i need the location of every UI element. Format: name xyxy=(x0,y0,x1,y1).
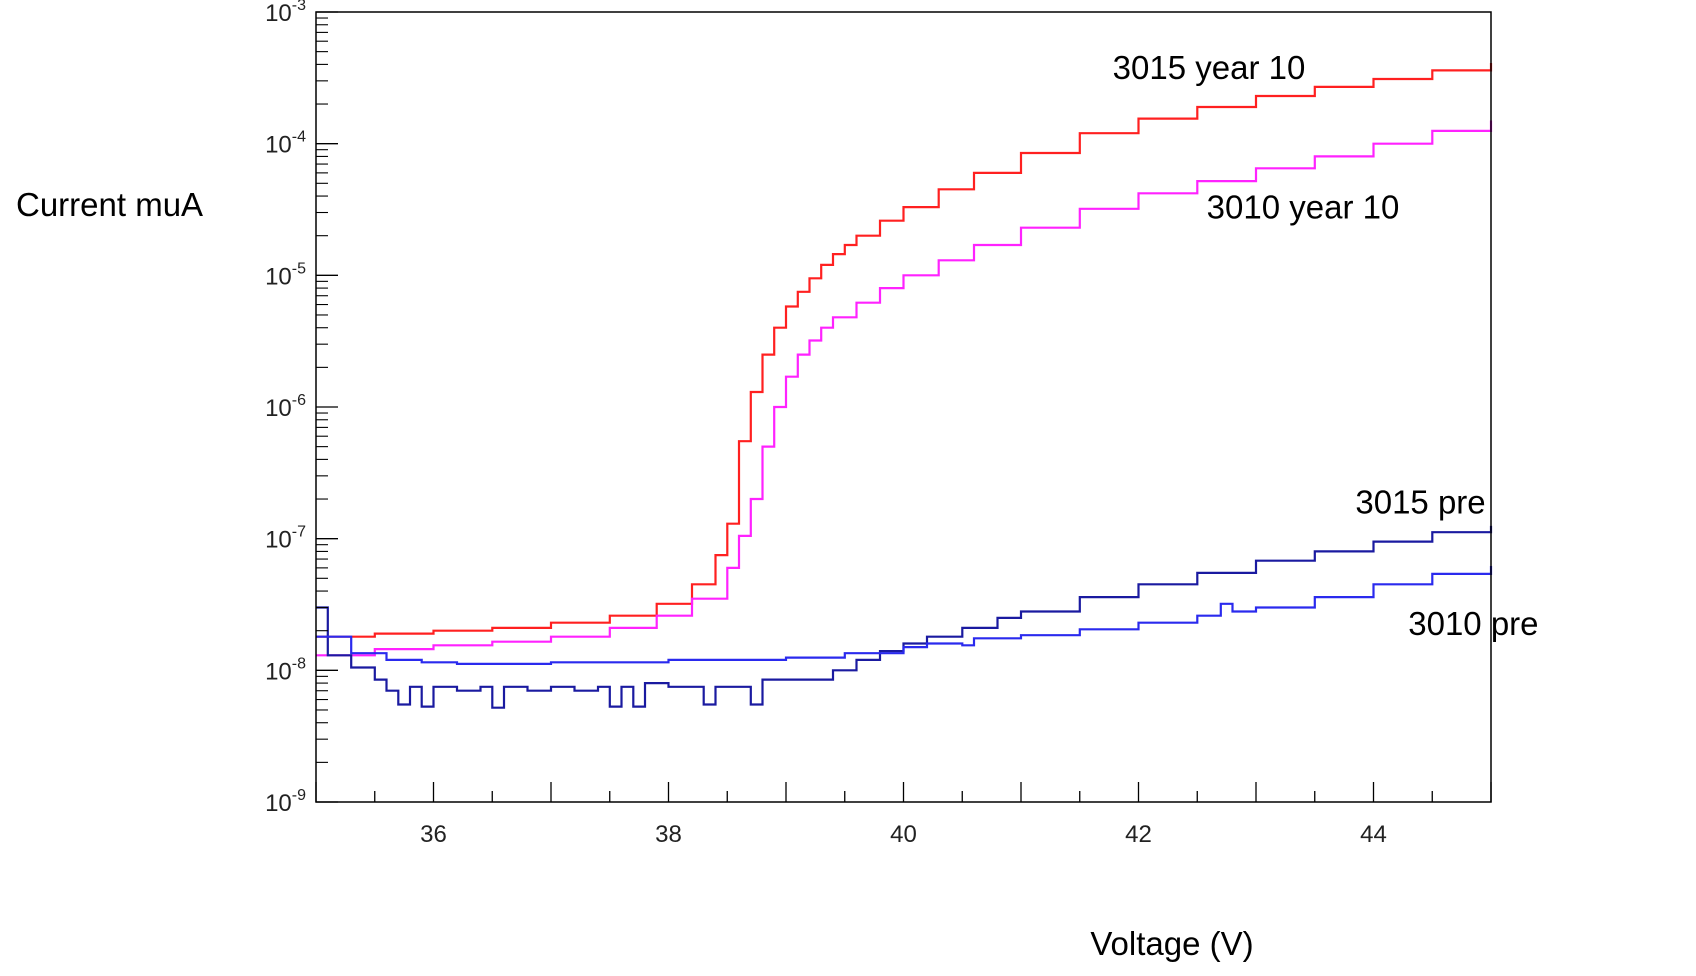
series-label: 3015 year 10 xyxy=(1113,49,1306,86)
series-line-2 xyxy=(316,526,1491,708)
y-tick-label: 10-5 xyxy=(265,260,306,290)
plot-frame xyxy=(316,12,1491,802)
y-tick-label: 10-3 xyxy=(265,0,306,27)
x-axis-label: Voltage (V) xyxy=(1090,925,1253,962)
series-label: 3010 pre xyxy=(1408,605,1538,642)
x-tick-label: 36 xyxy=(420,821,447,848)
axis-layer: 36 38 40 42 44 10-9 10-8 10-7 10-6 10-5 10-4 10-3 xyxy=(265,0,1491,848)
y-tick-label: 10-7 xyxy=(265,524,306,554)
y-tick-label: 10-9 xyxy=(265,787,306,817)
label-layer: 3015 year 10 3010 year 10 3015 pre 3010 pre xyxy=(1113,49,1539,642)
series-label: 3010 year 10 xyxy=(1207,189,1400,226)
y-axis-label: Current muA xyxy=(16,186,203,223)
x-tick-label: 44 xyxy=(1360,821,1387,848)
y-tick-label: 10-8 xyxy=(265,655,306,685)
x-tick-label: 42 xyxy=(1125,821,1152,848)
y-tick-label: 10-6 xyxy=(265,392,306,422)
x-tick-label: 40 xyxy=(890,821,917,848)
series-layer xyxy=(316,63,1491,708)
series-label: 3015 pre xyxy=(1355,484,1485,521)
y-tick-label: 10-4 xyxy=(265,129,306,159)
series-line-3 xyxy=(316,566,1491,664)
x-tick-label: 38 xyxy=(655,821,682,848)
